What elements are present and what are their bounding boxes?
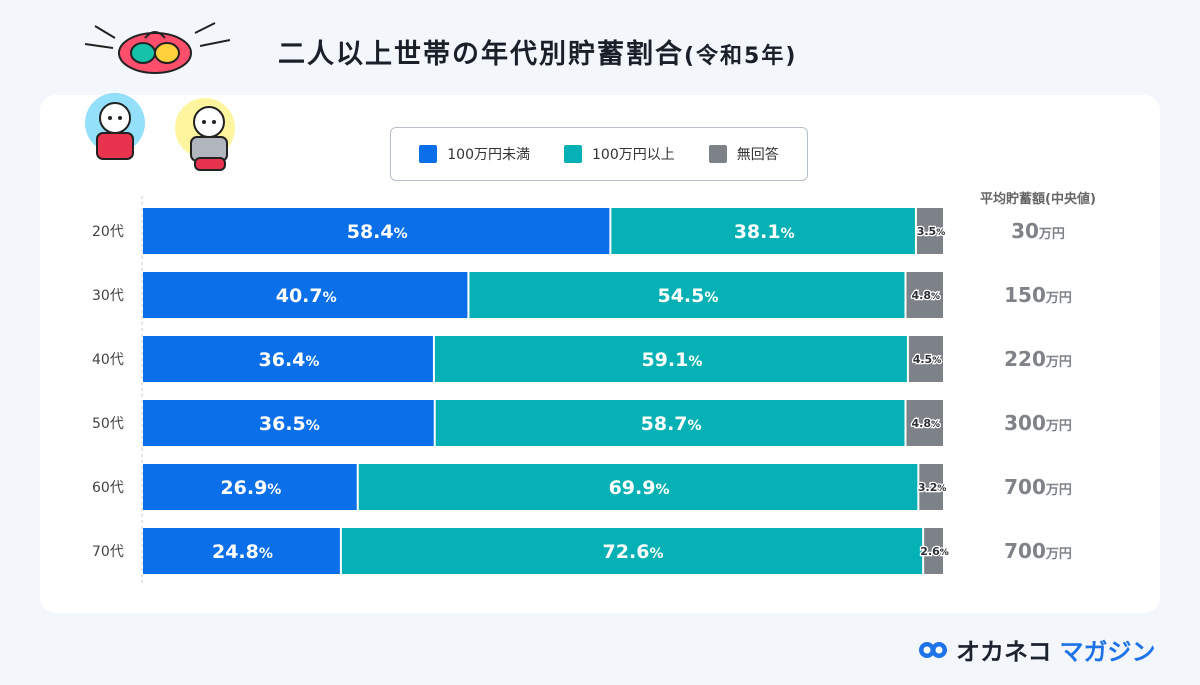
bar-segment [143, 464, 357, 510]
data-label: 59.1% [641, 349, 702, 371]
legend-swatch [708, 145, 727, 163]
category-label: 70代 [92, 544, 124, 560]
legend-label: 100万円以上 [592, 147, 675, 163]
legend-label: 100万円未満 [447, 147, 530, 163]
data-label: 2.6% [920, 545, 949, 558]
bar-segment [924, 528, 943, 574]
bar-segment [906, 272, 943, 318]
bar-segment [143, 400, 434, 446]
bar-segment [143, 272, 468, 318]
category-label: 50代 [92, 416, 124, 432]
bar-segment [469, 272, 905, 318]
bar-segment [906, 400, 943, 446]
legend-swatch [564, 145, 582, 163]
median-value-label: 300万円 [1004, 411, 1072, 435]
chart-title-main: 二人以上世帯の年代別貯蓄割合 [278, 39, 684, 70]
legend-item-under-1m: 100万円未満 [419, 144, 530, 164]
median-value-label: 150万円 [1004, 283, 1072, 307]
data-label: 4.8% [911, 417, 940, 430]
category-label: 20代 [92, 224, 124, 240]
bar-segment [916, 208, 943, 254]
bar-segment [358, 464, 918, 510]
category-label: 30代 [92, 288, 124, 304]
brand-mark-icon [919, 641, 947, 658]
median-value-label: 700万円 [1004, 475, 1072, 499]
legend-label: 無回答 [736, 147, 779, 163]
bar-segment [434, 336, 907, 382]
data-label: 36.4% [259, 349, 320, 371]
bar-segment [143, 208, 610, 254]
data-label: 54.5% [657, 285, 718, 307]
data-label: 58.4% [347, 221, 408, 243]
legend-item-over-1m: 100万円以上 [564, 144, 675, 164]
category-label: 60代 [92, 480, 124, 496]
category-label: 40代 [92, 352, 124, 368]
data-label: 58.7% [641, 413, 702, 435]
legend-item-no-answer: 無回答 [708, 144, 779, 164]
median-value-label: 700万円 [1004, 539, 1072, 563]
data-label: 26.9% [220, 477, 281, 499]
bar-segment [341, 528, 923, 574]
data-label: 4.8% [911, 289, 940, 302]
bar-segment [919, 464, 943, 510]
data-label: 40.7% [276, 285, 337, 307]
chart-legend: 100万円未満 100万円以上 無回答 [390, 127, 808, 181]
cat-illustration-icon [84, 22, 235, 171]
bar-segment [611, 208, 915, 254]
median-value-label: 30万円 [1011, 219, 1065, 243]
bar-segment [435, 400, 905, 446]
brand-logo: オカネコ マガジン [918, 632, 1156, 667]
data-label: 24.8% [212, 541, 273, 563]
brand-name-secondary: マガジン [1059, 638, 1156, 666]
bar-segment [143, 336, 433, 382]
data-label: 72.6% [603, 541, 664, 563]
data-label: 4.5% [913, 353, 942, 366]
median-column-header: 平均貯蓄額(中央値) [980, 192, 1096, 207]
legend-swatch [419, 145, 438, 163]
median-value-label: 220万円 [1004, 347, 1072, 371]
data-label: 3.2% [918, 481, 947, 494]
data-label: 38.1% [734, 221, 795, 243]
data-label: 36.5% [259, 413, 320, 435]
bar-segment [908, 336, 943, 382]
bar-segment [143, 528, 340, 574]
data-label: 3.5% [917, 225, 946, 238]
brand-name-primary: オカネコ [956, 638, 1052, 666]
data-label: 69.9% [609, 477, 670, 499]
chart-title: 二人以上世帯の年代別貯蓄割合(令和5年) [278, 32, 797, 71]
chart-title-sub: (令和5年) [684, 44, 798, 69]
